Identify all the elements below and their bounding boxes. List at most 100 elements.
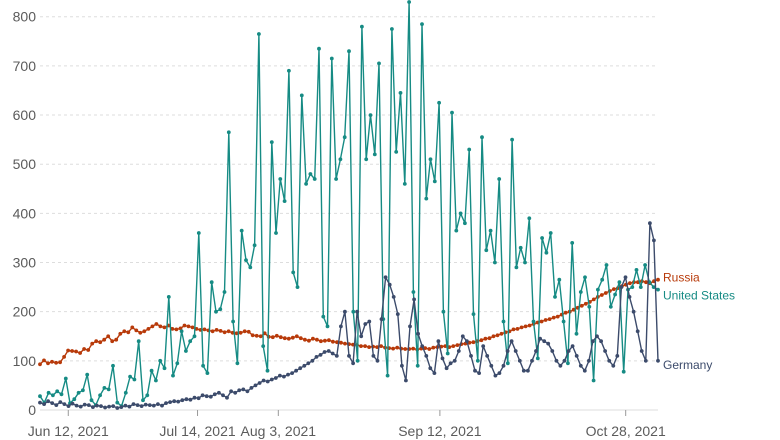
data-point [248,265,253,270]
data-point [548,231,553,235]
data-point [456,349,461,353]
data-point [554,358,559,363]
data-point [315,337,319,342]
data-point [90,341,95,346]
data-point [471,340,476,345]
data-point [656,358,660,363]
data-point [534,349,538,353]
data-point [515,327,520,331]
data-point [166,295,171,299]
data-point [118,331,123,336]
data-point [475,358,480,363]
data-point [570,241,575,245]
data-point [469,354,473,358]
data-point [604,263,609,267]
data-point [651,285,656,289]
y-tick-label: 400 [13,205,37,221]
data-point [591,297,596,302]
series-label: Germany [663,358,712,372]
data-point [402,182,407,186]
data-point [286,336,291,341]
data-point [493,260,497,265]
data-point [176,399,181,404]
data-point [648,221,652,226]
y-tick-label: 600 [13,107,37,123]
data-point [257,381,262,385]
data-point [526,368,530,373]
data-point [74,403,79,408]
data-point [212,392,217,397]
data-point [452,358,457,363]
data-point [242,329,247,334]
data-point [74,349,78,354]
series-united-states [38,0,660,408]
data-point [351,361,355,366]
data-point [184,397,189,402]
data-point [111,363,115,368]
data-point [72,397,77,402]
data-point [303,337,307,342]
data-point [638,285,643,289]
data-point [395,312,400,316]
data-point [310,358,315,363]
data-point [209,280,214,285]
data-point [628,281,632,286]
data-point [557,277,562,282]
data-point [379,317,384,321]
data-point [488,228,493,233]
y-tick-label: 300 [13,255,37,271]
data-point [615,354,620,358]
data-point [521,368,526,373]
data-point [491,334,496,339]
data-point [162,325,167,330]
data-point [444,366,449,371]
data-point [244,258,248,262]
data-point [86,348,91,352]
data-point [298,336,303,341]
x-tick-label: Oct 28, 2021 [586,423,666,439]
data-point [499,331,504,336]
data-point [319,339,323,344]
data-point [359,334,364,339]
data-point [484,248,489,253]
data-point [250,333,255,338]
series-labels: Russia United States Germany [663,271,735,372]
data-point [339,340,343,345]
x-tick-label: Jul 14, 2021 [159,423,235,439]
data-point [436,339,441,344]
data-point [70,349,74,353]
data-point [327,338,331,343]
data-point [343,309,347,314]
data-point [98,340,103,345]
data-point [233,390,238,395]
data-point [427,347,432,351]
data-point [107,404,111,409]
data-point [38,394,42,399]
data-point [239,228,244,233]
data-point [218,329,223,333]
data-point [54,360,58,365]
data-point [342,135,347,140]
data-point [182,323,187,328]
data-point [607,358,612,363]
data-point [351,309,356,314]
data-point [544,250,549,255]
data-point [82,347,86,351]
data-point [286,372,290,377]
data-point [566,361,570,366]
data-point [527,216,532,221]
data-point [156,402,160,406]
data-point [445,351,450,356]
data-point [611,363,616,368]
data-point [201,363,206,368]
data-point [106,387,111,392]
data-point [154,322,159,326]
data-point [229,389,234,394]
data-point [540,236,544,240]
data-point [81,388,85,393]
data-point [501,319,506,324]
data-point [608,304,613,309]
y-tick-label: 800 [13,9,37,25]
data-point [487,336,492,341]
data-point [282,199,287,204]
